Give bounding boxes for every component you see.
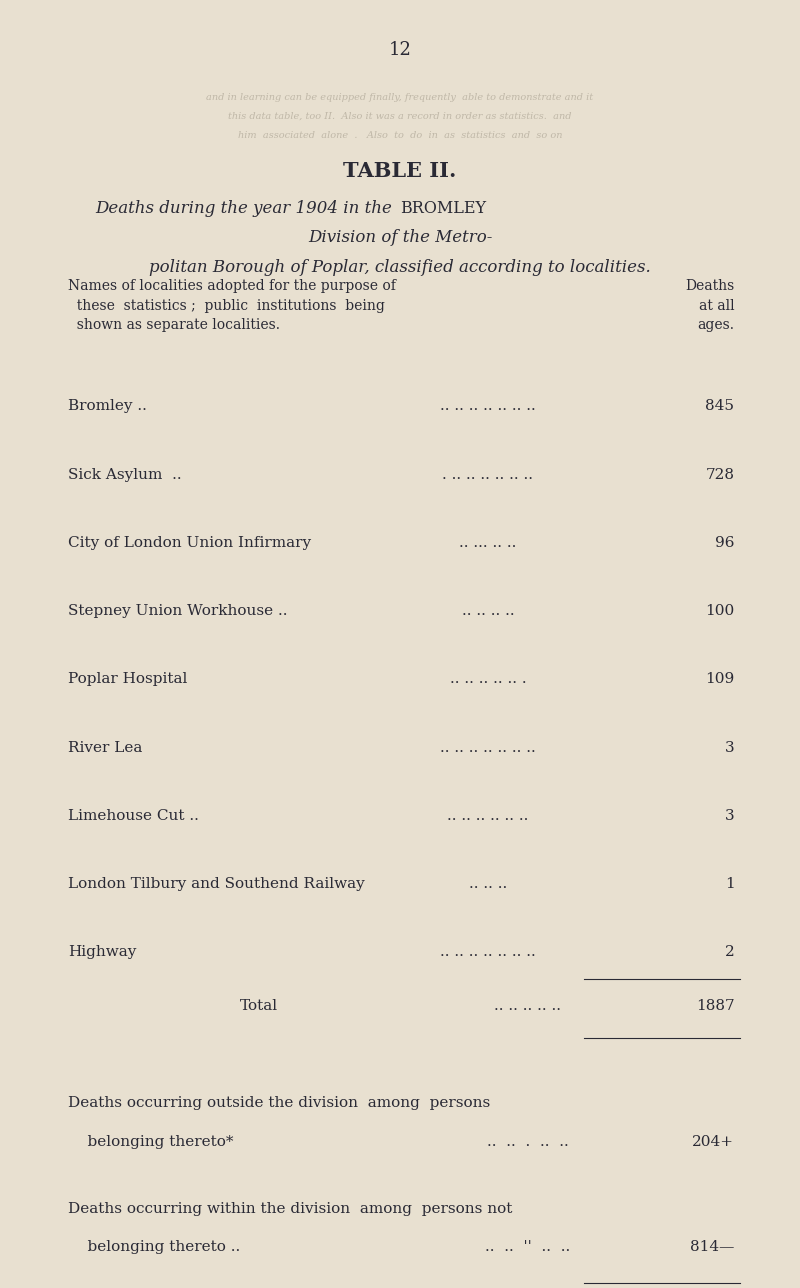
Text: BROMLEY: BROMLEY: [400, 200, 486, 216]
Text: 100: 100: [705, 604, 734, 618]
Text: Names of localities adopted for the purpose of
  these  statistics ;  public  in: Names of localities adopted for the purp…: [68, 279, 396, 332]
Text: Deaths during the year 1904 in the: Deaths during the year 1904 in the: [95, 200, 398, 216]
Text: .. .. ..: .. .. ..: [469, 877, 507, 891]
Text: . .. .. .. .. .. ..: . .. .. .. .. .. ..: [442, 468, 534, 482]
Text: Stepney Union Workhouse ..: Stepney Union Workhouse ..: [68, 604, 287, 618]
Text: 1887: 1887: [696, 999, 734, 1014]
Text: this data table, too II.  Also it was a record in order as statistics.  and: this data table, too II. Also it was a r…: [228, 112, 572, 121]
Text: 845: 845: [706, 399, 734, 413]
Text: TABLE II.: TABLE II.: [343, 161, 457, 182]
Text: Total: Total: [240, 999, 278, 1014]
Text: .. .. .. .. .. .. ..: .. .. .. .. .. .. ..: [440, 945, 536, 960]
Text: Deaths occurring outside the division  among  persons: Deaths occurring outside the division am…: [68, 1096, 490, 1110]
Text: Deaths occurring within the division  among  persons not: Deaths occurring within the division amo…: [68, 1202, 512, 1216]
Text: 814—: 814—: [690, 1240, 734, 1255]
Text: City of London Union Infirmary: City of London Union Infirmary: [68, 536, 311, 550]
Text: .. ... .. ..: .. ... .. ..: [459, 536, 517, 550]
Text: ..  ..  .  ..  ..: .. .. . .. ..: [487, 1135, 569, 1149]
Text: belonging thereto ..: belonging thereto ..: [68, 1240, 240, 1255]
Text: Limehouse Cut ..: Limehouse Cut ..: [68, 809, 199, 823]
Text: 3: 3: [725, 741, 734, 755]
Text: 2: 2: [725, 945, 734, 960]
Text: .. .. .. .. .. ..: .. .. .. .. .. ..: [447, 809, 529, 823]
Text: 728: 728: [706, 468, 734, 482]
Text: Bromley ..: Bromley ..: [68, 399, 147, 413]
Text: Highway: Highway: [68, 945, 136, 960]
Text: Poplar Hospital: Poplar Hospital: [68, 672, 187, 687]
Text: 3: 3: [725, 809, 734, 823]
Text: .. .. .. .. .. .. ..: .. .. .. .. .. .. ..: [440, 741, 536, 755]
Text: 109: 109: [705, 672, 734, 687]
Text: .. .. .. .. .. .. ..: .. .. .. .. .. .. ..: [440, 399, 536, 413]
Text: London Tilbury and Southend Railway: London Tilbury and Southend Railway: [68, 877, 365, 891]
Text: .. .. .. ..: .. .. .. ..: [462, 604, 514, 618]
Text: 96: 96: [715, 536, 734, 550]
Text: him  associated  alone  .   Also  to  do  in  as  statistics  and  so on: him associated alone . Also to do in as …: [238, 131, 562, 140]
Text: Sick Asylum  ..: Sick Asylum ..: [68, 468, 182, 482]
Text: and in learning can be equipped finally, frequently  able to demonstrate and it: and in learning can be equipped finally,…: [206, 93, 594, 102]
Text: politan Borough of Poplar, classified according to localities.: politan Borough of Poplar, classified ac…: [149, 259, 651, 276]
Text: 1: 1: [725, 877, 734, 891]
Text: Division of the Metro-: Division of the Metro-: [308, 229, 492, 246]
Text: ..  ..  ''  ..  ..: .. .. '' .. ..: [486, 1240, 570, 1255]
Text: 12: 12: [389, 41, 411, 59]
Text: belonging thereto*: belonging thereto*: [68, 1135, 234, 1149]
Text: 204+: 204+: [692, 1135, 734, 1149]
Text: River Lea: River Lea: [68, 741, 142, 755]
Text: .. .. .. .. .. .: .. .. .. .. .. .: [450, 672, 526, 687]
Text: Deaths
at all
ages.: Deaths at all ages.: [685, 279, 734, 332]
Text: .. .. .. .. ..: .. .. .. .. ..: [494, 999, 562, 1014]
